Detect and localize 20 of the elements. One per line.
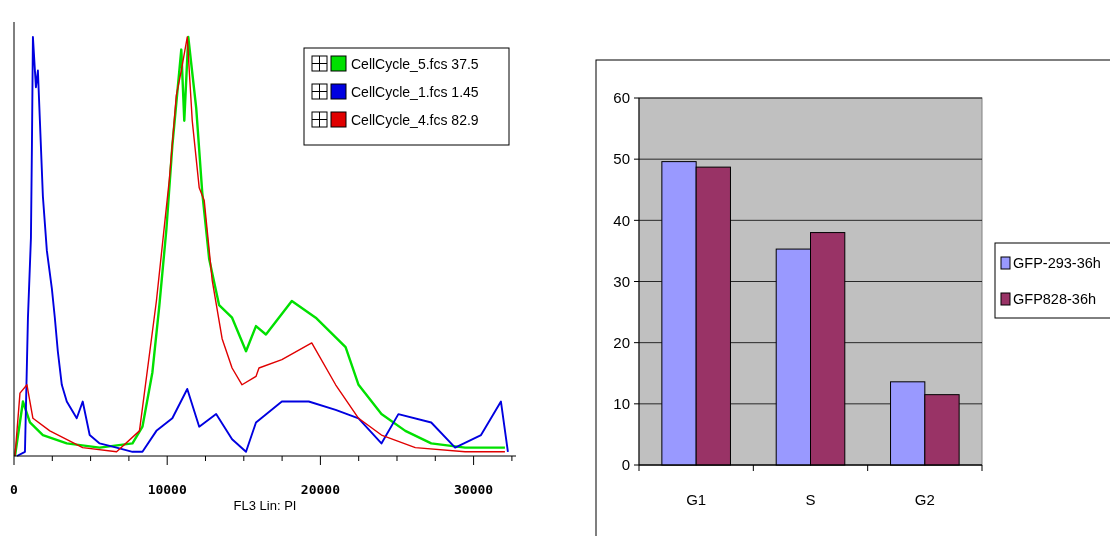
x-tick-label: S xyxy=(805,491,816,508)
x-tick-label: 30000 xyxy=(454,482,494,497)
x-axis-title: FL3 Lin: PI xyxy=(233,498,297,513)
x-tick-label: G2 xyxy=(914,491,935,508)
y-tick-label: 20 xyxy=(613,333,630,351)
x-tick-label: 20000 xyxy=(300,482,341,497)
y-tick-label: 10 xyxy=(613,395,630,413)
x-tick-label: G1 xyxy=(686,491,707,508)
x-tick-label: 0 xyxy=(10,482,19,497)
legend-label: GFP-293-36h xyxy=(1013,255,1101,271)
legend-label: CellCycle_4.fcs 82.9 xyxy=(351,112,479,128)
legend-label: GFP828-36h xyxy=(1013,291,1097,307)
x-tick-label: 10000 xyxy=(147,482,187,497)
y-tick-label: 40 xyxy=(613,211,630,229)
y-tick-label: 0 xyxy=(621,456,630,474)
y-tick-label: 50 xyxy=(613,150,630,168)
legend-label: CellCycle_1.fcs 1.45 xyxy=(351,84,479,100)
y-tick-label: 60 xyxy=(613,89,630,107)
legend-label: CellCycle_5.fcs 37.5 xyxy=(351,56,479,72)
y-tick-label: 30 xyxy=(613,272,630,290)
